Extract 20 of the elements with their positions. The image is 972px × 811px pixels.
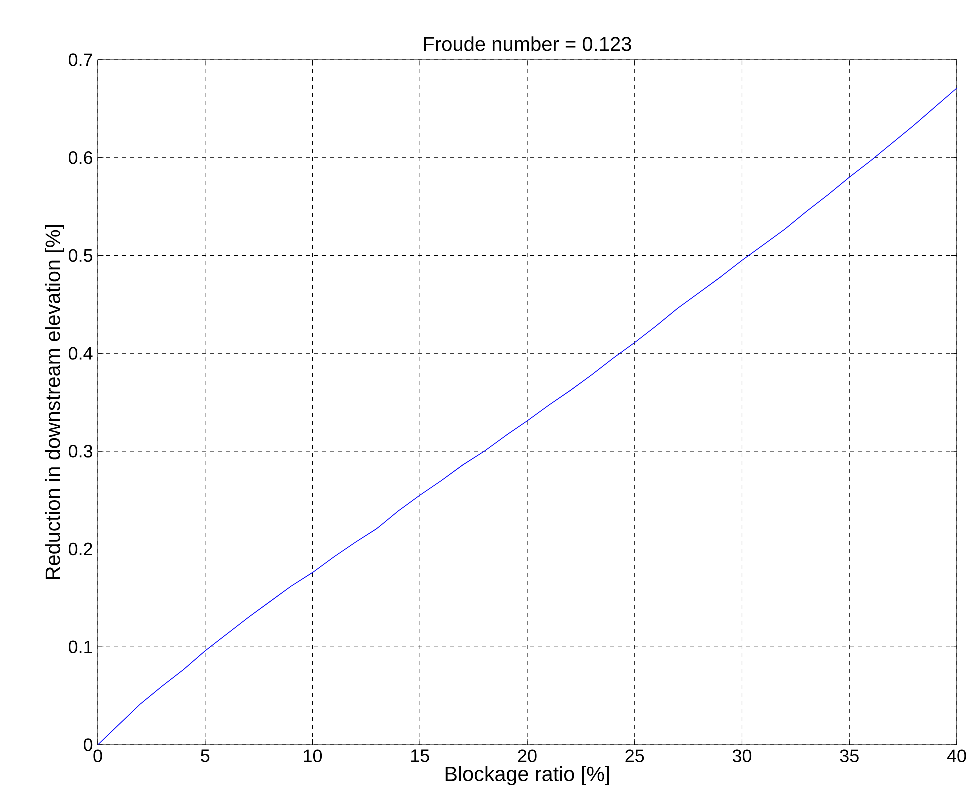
x-tick-label: 25 <box>626 750 644 762</box>
y-tick-label: 0.7 <box>68 54 92 66</box>
x-tick-label: 20 <box>518 750 537 762</box>
y-tick-label: 0.6 <box>68 151 93 164</box>
chart-title: Froude number = 0.123 <box>424 36 632 52</box>
x-tick-label: 40 <box>947 750 966 762</box>
y-tick-label: 0.1 <box>68 640 92 654</box>
x-axis-title: Blockage ratio [%] <box>446 766 610 786</box>
y-tick-label: 0.5 <box>68 249 93 262</box>
y-tick-label: 0 <box>84 738 93 752</box>
y-tick-label: 0.4 <box>68 347 93 360</box>
y-tick-label: 0.3 <box>68 445 93 458</box>
x-tick-label: 0 <box>94 750 102 762</box>
x-tick-label: 30 <box>732 750 752 762</box>
y-axis-title: Reduction in downstream elevation [%] <box>45 225 64 580</box>
x-tick-label: 10 <box>304 750 322 762</box>
x-tick-label: 15 <box>411 750 430 762</box>
x-tick-label: 5 <box>201 750 210 762</box>
x-tick-label: 35 <box>840 750 859 762</box>
y-tick-label: 0.2 <box>68 542 92 556</box>
